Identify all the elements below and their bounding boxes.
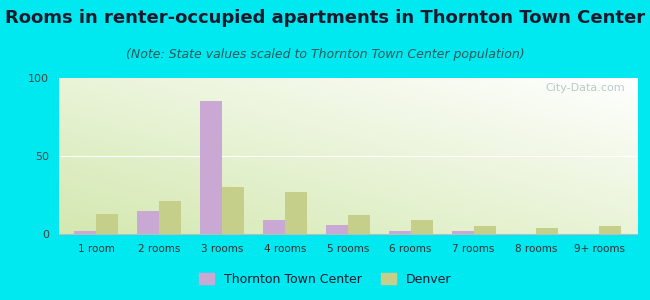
- Bar: [159, 201, 181, 234]
- Bar: [452, 231, 473, 234]
- Bar: [326, 225, 348, 234]
- Legend: Thornton Town Center, Denver: Thornton Town Center, Denver: [194, 268, 456, 291]
- Bar: [389, 231, 411, 234]
- Text: City-Data.com: City-Data.com: [546, 83, 625, 93]
- Bar: [599, 226, 621, 234]
- Bar: [74, 231, 96, 234]
- Bar: [96, 214, 118, 234]
- Bar: [536, 228, 558, 234]
- Bar: [137, 211, 159, 234]
- Bar: [411, 220, 433, 234]
- Bar: [222, 187, 244, 234]
- Text: (Note: State values scaled to Thornton Town Center population): (Note: State values scaled to Thornton T…: [125, 48, 525, 61]
- Bar: [285, 192, 307, 234]
- Bar: [348, 215, 370, 234]
- Text: Rooms in renter-occupied apartments in Thornton Town Center: Rooms in renter-occupied apartments in T…: [5, 9, 645, 27]
- Bar: [473, 226, 495, 234]
- Bar: [200, 101, 222, 234]
- Bar: [263, 220, 285, 234]
